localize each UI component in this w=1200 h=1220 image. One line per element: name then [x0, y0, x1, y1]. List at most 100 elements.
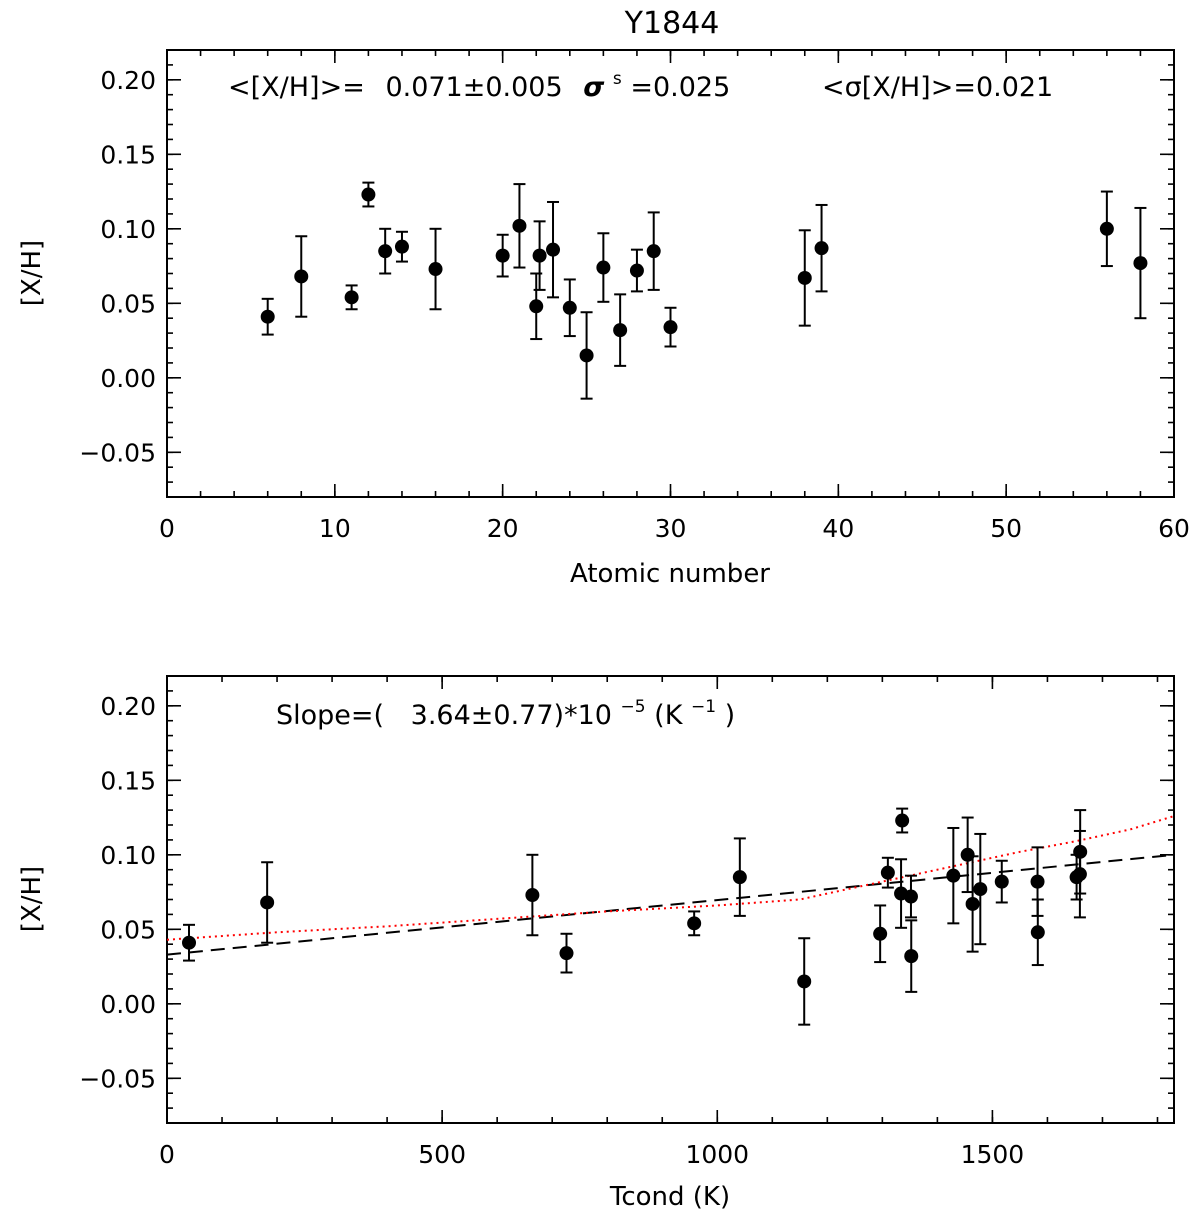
x-axis-label: Atomic number [570, 559, 770, 589]
data-point [629, 248, 644, 293]
point-marker [294, 269, 309, 284]
x-tick-labels: 0 500 1000 1500 [159, 1140, 1024, 1169]
data-points [182, 807, 1088, 1026]
data-point [880, 856, 895, 889]
x-tick-labels: 0 10 20 30 40 50 60 [159, 514, 1190, 543]
x-tick-label: 20 [487, 514, 519, 543]
point-marker [814, 241, 829, 256]
point-marker [732, 870, 747, 885]
mean-label: <[X/H]>= [228, 72, 365, 103]
data-point [946, 826, 961, 925]
data-point [960, 816, 975, 894]
point-marker [873, 926, 888, 941]
data-point [687, 910, 702, 937]
data-point [525, 853, 540, 937]
y-tick-label: 0.10 [100, 215, 156, 244]
plot-frame [166, 675, 1175, 1124]
x-axis-label: Tcond (K) [609, 1182, 730, 1212]
x-tick-label: 0 [159, 1140, 175, 1169]
point-marker [596, 260, 611, 275]
data-point [260, 297, 275, 336]
point-marker [965, 896, 980, 911]
y-tick-label: 0.10 [100, 841, 156, 870]
point-marker [1133, 256, 1148, 271]
y-tick-label: 0.05 [100, 289, 156, 318]
axis-ticks [166, 49, 1175, 497]
point-marker [546, 242, 561, 257]
x-tick-label: 1500 [961, 1140, 1025, 1169]
data-point [1073, 809, 1088, 895]
data-points [260, 181, 1148, 400]
y-tick-label: 0.20 [100, 692, 156, 721]
data-point [732, 837, 747, 917]
point-marker [512, 218, 527, 233]
data-point [428, 227, 443, 311]
sigma-s-label: σ [583, 72, 605, 103]
data-point [559, 932, 574, 974]
y-tick-labels: −0.05 0.00 0.05 0.10 0.15 0.20 [79, 66, 156, 467]
y-tick-label: 0.20 [100, 66, 156, 95]
y-tick-label: 0.00 [100, 990, 156, 1019]
x-tick-label: 50 [990, 514, 1022, 543]
data-point [613, 293, 628, 367]
slope-exponent: −5 [621, 697, 646, 717]
point-marker [1073, 844, 1088, 859]
point-marker [260, 895, 275, 910]
mean-sigma-annotation: <σ[X/H]>=0.021 [822, 72, 1053, 103]
point-marker [532, 248, 547, 263]
point-marker [904, 949, 919, 964]
data-point [797, 937, 812, 1026]
y-tick-label: −0.05 [79, 438, 156, 467]
y-tick-labels: −0.05 0.00 0.05 0.10 0.15 0.20 [79, 692, 156, 1094]
x-tick-label: 40 [822, 514, 854, 543]
plot-frame [166, 49, 1175, 498]
point-marker [1099, 221, 1114, 236]
data-point [895, 807, 910, 834]
point-marker [525, 888, 540, 903]
x-tick-label: 60 [1158, 514, 1190, 543]
data-point [562, 278, 577, 338]
data-point [579, 311, 594, 400]
point-marker [182, 935, 197, 950]
x-tick-label: 500 [418, 1140, 466, 1169]
data-point [546, 200, 561, 299]
point-marker [946, 868, 961, 883]
point-marker [361, 187, 376, 202]
y-tick-label: 0.15 [100, 766, 156, 795]
point-marker [994, 874, 1009, 889]
x-tick-label: 10 [319, 514, 351, 543]
y-axis-label: [X/H] [17, 240, 47, 306]
slope-unit-close: ) [725, 700, 736, 731]
data-point [294, 235, 309, 318]
trend-curve-red-dotted [166, 815, 1175, 941]
data-point [596, 232, 611, 303]
data-point [814, 203, 829, 293]
data-point [344, 284, 359, 311]
data-point [965, 855, 980, 953]
data-point [904, 919, 919, 993]
mean-annotation: <[X/H]>= 0.071±0.005 σ s =0.025 [228, 60, 730, 103]
sigma-s-sup: s [613, 69, 622, 89]
slope-value: 3.64±0.77)*10 [411, 700, 612, 731]
y-tick-label: −0.05 [79, 1064, 156, 1093]
point-marker [687, 916, 702, 931]
fit-line-dashed [166, 853, 1175, 956]
point-marker [903, 889, 918, 904]
point-marker [344, 290, 359, 305]
y-tick-label: 0.15 [100, 140, 156, 169]
data-point [1099, 190, 1114, 268]
point-marker [797, 974, 812, 989]
point-marker [646, 244, 661, 259]
y-axis-label: [X/H] [17, 866, 47, 932]
data-point [973, 832, 988, 946]
y-tick-label: 0.05 [100, 915, 156, 944]
data-point [1133, 206, 1148, 320]
point-marker [495, 248, 510, 263]
point-marker [613, 323, 628, 338]
axis-ticks [166, 675, 1174, 1123]
point-marker [629, 263, 644, 278]
data-point [361, 181, 376, 208]
point-marker [1030, 925, 1045, 940]
mean-value: 0.071±0.005 [385, 72, 562, 103]
